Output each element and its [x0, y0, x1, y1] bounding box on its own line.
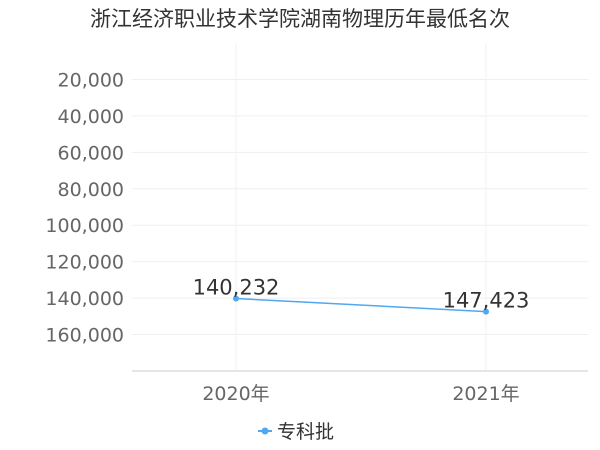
y-tick-label: 160,000 [45, 325, 124, 347]
chart-title: 浙江经济职业技术学院湖南物理历年最低名次 [90, 7, 510, 31]
y-tick-label: 20,000 [58, 69, 124, 91]
data-label: 147,423 [443, 289, 530, 313]
legend-label: 专科批 [277, 421, 334, 443]
x-tick-label: 2020年 [202, 383, 269, 405]
y-tick-label: 60,000 [58, 142, 124, 164]
data-label: 140,232 [193, 276, 280, 300]
x-tick-label: 2021年 [452, 383, 519, 405]
y-tick-label: 80,000 [58, 179, 124, 201]
data-point[interactable] [483, 308, 489, 315]
series-group: 140,232 147,423 [193, 276, 530, 315]
x-axis-ticks: 2020年 2021年 [202, 383, 519, 405]
data-point[interactable] [233, 295, 239, 302]
y-tick-label: 100,000 [45, 215, 124, 237]
y-tick-label: 120,000 [45, 252, 124, 274]
legend-marker-icon [261, 427, 269, 435]
y-tick-label: 40,000 [58, 106, 124, 128]
legend[interactable]: 专科批 [258, 421, 334, 443]
grid-lines [132, 43, 588, 372]
y-axis-ticks: 20,000 40,000 60,000 80,000 100,000 120,000 14… [45, 69, 124, 346]
series-line [235, 297, 487, 313]
y-tick-label: 140,000 [45, 288, 124, 310]
